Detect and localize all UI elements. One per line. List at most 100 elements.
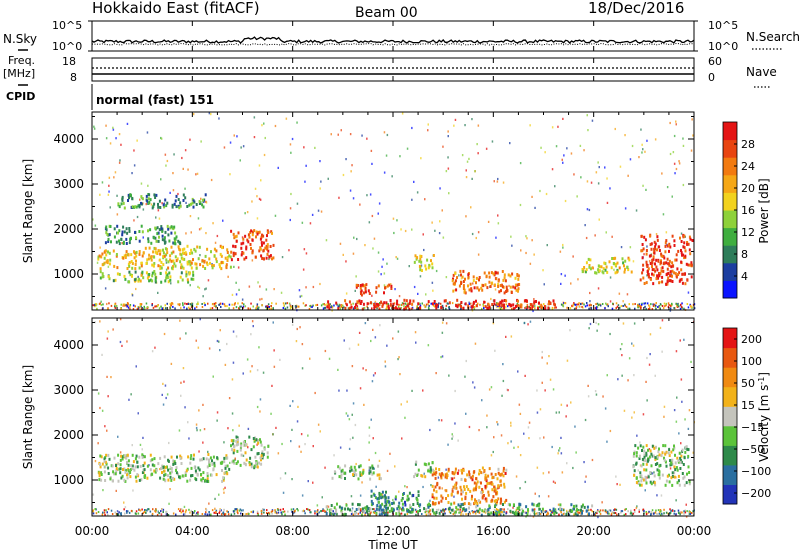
floor-cell — [659, 510, 661, 513]
echo-cell — [244, 451, 247, 455]
echo-cell — [369, 466, 372, 470]
floor-cell — [498, 513, 500, 516]
echo-cell — [272, 256, 275, 260]
scatter-cell — [566, 359, 569, 362]
echo-cell — [187, 455, 190, 459]
echo-cell — [672, 264, 675, 268]
echo-cell — [181, 248, 184, 252]
echo-cell — [235, 239, 238, 243]
scatter-cell — [352, 436, 354, 439]
scatter-cell — [617, 378, 619, 381]
scatter-cell — [197, 301, 199, 304]
velocity-cbar-label: Velocity [m s-1] — [757, 372, 772, 462]
echo-cell — [482, 284, 485, 288]
floor-cell — [297, 509, 299, 512]
floor-cell — [433, 302, 436, 305]
noise-trace — [88, 20, 698, 52]
scatter-cell — [597, 323, 600, 326]
scatter-cell — [371, 294, 373, 297]
echo-cell — [101, 252, 104, 256]
scatter-cell — [314, 146, 316, 149]
scatter-cell — [519, 412, 522, 415]
scatter-cell — [251, 320, 254, 323]
echo-cell — [468, 473, 471, 477]
echo-cell — [669, 273, 672, 277]
echo-cell — [487, 474, 490, 478]
ytick-label: 4000 — [53, 132, 84, 146]
scatter-cell — [298, 445, 301, 448]
echo-cell — [408, 307, 411, 311]
echo-cell — [454, 281, 456, 285]
echo-cell — [213, 247, 216, 251]
floor-cell — [652, 303, 654, 306]
scatter-cell — [259, 285, 261, 288]
echo-cell — [177, 245, 180, 249]
echo-cell — [526, 305, 529, 309]
floor-cell — [573, 303, 576, 306]
echo-cell — [358, 465, 361, 469]
floor-cell — [637, 304, 639, 307]
scatter-cell — [361, 134, 363, 137]
echo-cell — [134, 270, 137, 274]
floor-cell — [453, 510, 455, 512]
floor-cell — [655, 304, 657, 307]
floor-cell — [284, 302, 287, 305]
echo-cell — [498, 510, 501, 514]
echo-cell — [175, 468, 177, 472]
echo-cell — [266, 243, 269, 247]
echo-cell — [189, 260, 192, 264]
echo-cell — [373, 305, 376, 309]
floor-cell — [483, 510, 486, 513]
scatter-cell — [263, 153, 266, 157]
echo-cell — [115, 240, 118, 244]
scatter-cell — [598, 218, 600, 221]
echo-cell — [155, 239, 158, 243]
floor-cell — [266, 509, 268, 512]
xtick-label: 04:00 — [175, 524, 210, 538]
scatter-cell — [561, 158, 563, 161]
scatter-cell — [120, 143, 122, 146]
floor-cell — [675, 302, 677, 305]
floor-cell — [617, 304, 620, 307]
echo-cell — [183, 247, 186, 251]
scatter-cell — [265, 288, 268, 291]
scatter-cell — [438, 419, 440, 422]
floor-cell — [444, 512, 446, 515]
floor-cell — [427, 510, 429, 513]
echo-cell — [649, 262, 652, 265]
echo-cell — [198, 468, 201, 472]
echo-cell — [686, 472, 688, 476]
scatter-cell — [180, 381, 182, 384]
echo-cell — [215, 249, 218, 253]
echo-cell — [221, 246, 224, 250]
echo-cell — [644, 478, 647, 482]
echo-cell — [228, 254, 231, 258]
floor-cell — [213, 305, 216, 307]
scatter-cell — [683, 338, 685, 341]
echo-cell — [355, 285, 358, 289]
echo-cell — [155, 468, 158, 472]
echo-cell — [250, 462, 253, 466]
scatter-cell — [366, 194, 368, 197]
scatter-cell — [454, 389, 456, 393]
echo-cell — [178, 241, 181, 245]
echo-cell — [411, 507, 414, 511]
scatter-cell — [626, 293, 629, 296]
echo-cell — [126, 453, 129, 457]
scatter-cell — [417, 292, 419, 295]
scatter-cell — [471, 232, 474, 236]
floor-cell — [249, 307, 251, 310]
echo-cell — [589, 258, 592, 262]
floor-cell — [205, 511, 207, 514]
echo-cell — [359, 473, 362, 477]
scatter-cell — [591, 458, 594, 462]
scatter-cell — [379, 475, 381, 478]
echo-cell — [385, 503, 388, 506]
echo-cell — [131, 453, 134, 457]
echo-cell — [117, 202, 120, 206]
echo-cell — [259, 438, 261, 442]
floor-cell — [689, 511, 691, 513]
echo-cell — [126, 460, 129, 464]
scatter-cell — [187, 168, 189, 171]
echo-cell — [345, 503, 348, 507]
